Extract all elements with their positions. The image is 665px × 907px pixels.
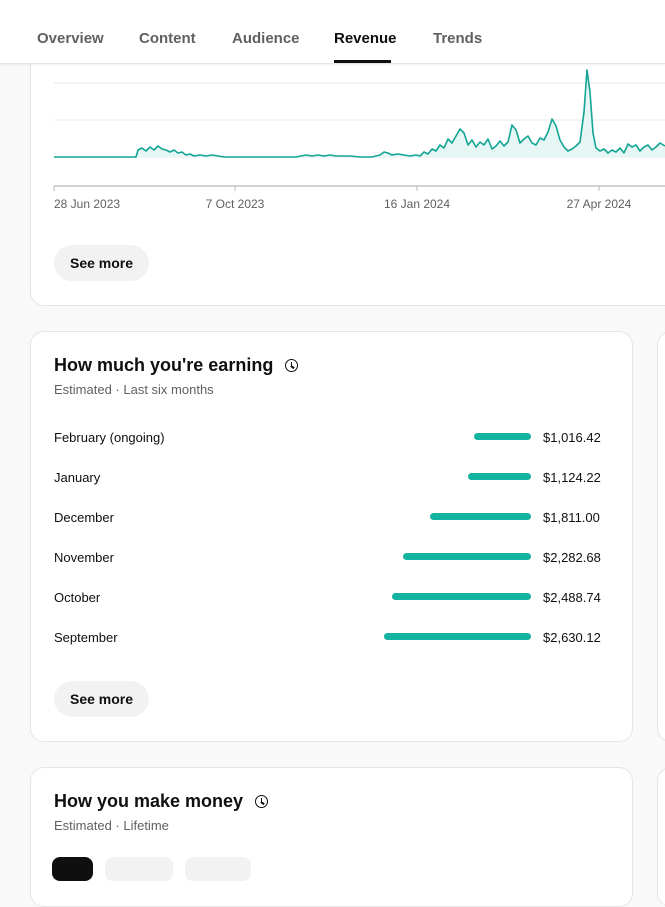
earning-value: $1,016.42	[543, 430, 601, 445]
earning-value: $1,124.22	[543, 470, 601, 485]
trend-area-fill	[54, 70, 665, 157]
earning-card-subtitle: Estimated · Last six months	[54, 382, 214, 397]
side-card-edge	[657, 331, 665, 742]
earning-bar	[384, 633, 531, 640]
tab-audience[interactable]: Audience	[232, 30, 300, 47]
x-tick-label: 28 Jun 2023	[54, 197, 120, 211]
x-tick-label: 16 Jan 2024	[384, 197, 450, 211]
earning-see-more-button[interactable]: See more	[54, 681, 150, 717]
clock-icon[interactable]	[255, 795, 269, 808]
earning-bar	[468, 473, 531, 480]
earning-value: $2,282.68	[543, 550, 601, 565]
chart-gridlines	[54, 82, 665, 158]
earning-row-label: November	[54, 550, 114, 565]
earning-value: $2,630.12	[543, 630, 601, 645]
money-card-subtitle: Estimated · Lifetime	[54, 818, 169, 833]
x-tick-label: 7 Oct 2023	[206, 197, 265, 211]
earning-bar	[403, 553, 531, 560]
tab-content[interactable]: Content	[139, 30, 196, 47]
money-card-title: How you make money	[54, 791, 269, 812]
tab-overview[interactable]: Overview	[37, 30, 104, 47]
earning-card-title: How much you're earning	[54, 355, 299, 376]
filter-chip-selected[interactable]	[52, 857, 93, 881]
earning-row-label: February (ongoing)	[54, 430, 165, 445]
side-card-edge	[657, 767, 665, 907]
clock-icon[interactable]	[285, 359, 299, 372]
earning-card-title-text: How much you're earning	[54, 355, 274, 375]
revenue-trend-chart: 28 Jun 2023 7 Oct 2023 16 Jan 2024 27 Ap…	[53, 69, 665, 211]
tab-trends[interactable]: Trends	[433, 30, 483, 47]
trend-line	[54, 69, 665, 158]
earning-value: $1,811.00	[543, 510, 600, 525]
tab-bar: Overview Content Audience Revenue Trends	[0, 0, 665, 64]
earning-row-label: October	[54, 590, 101, 605]
money-card	[30, 767, 633, 907]
earning-bar	[430, 513, 531, 520]
active-tab-indicator	[334, 60, 391, 63]
trend-see-more-button[interactable]: See more	[54, 245, 150, 281]
earning-bar	[474, 433, 531, 440]
filter-chip[interactable]	[105, 857, 173, 881]
earning-value: $2,488.74	[543, 590, 601, 605]
tab-revenue[interactable]: Revenue	[334, 30, 397, 47]
earning-card	[30, 331, 633, 742]
earning-row-label: January	[54, 470, 101, 485]
earning-row-label: September	[54, 630, 118, 645]
money-card-title-text: How you make money	[54, 791, 244, 811]
filter-chip[interactable]	[185, 857, 251, 881]
x-axis-ticks	[53, 186, 600, 191]
x-tick-label: 27 Apr 2024	[567, 197, 632, 211]
earning-bar	[392, 593, 531, 600]
earning-row-label: December	[54, 510, 114, 525]
